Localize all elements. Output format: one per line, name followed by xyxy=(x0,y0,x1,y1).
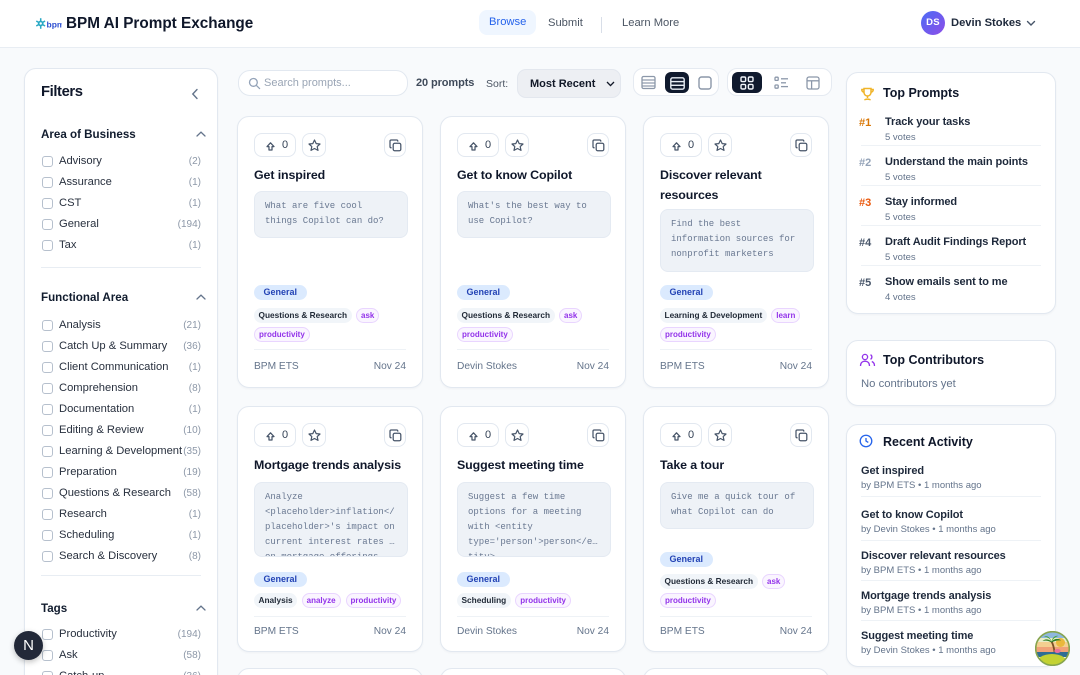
svg-text:bpm: bpm xyxy=(47,20,63,30)
